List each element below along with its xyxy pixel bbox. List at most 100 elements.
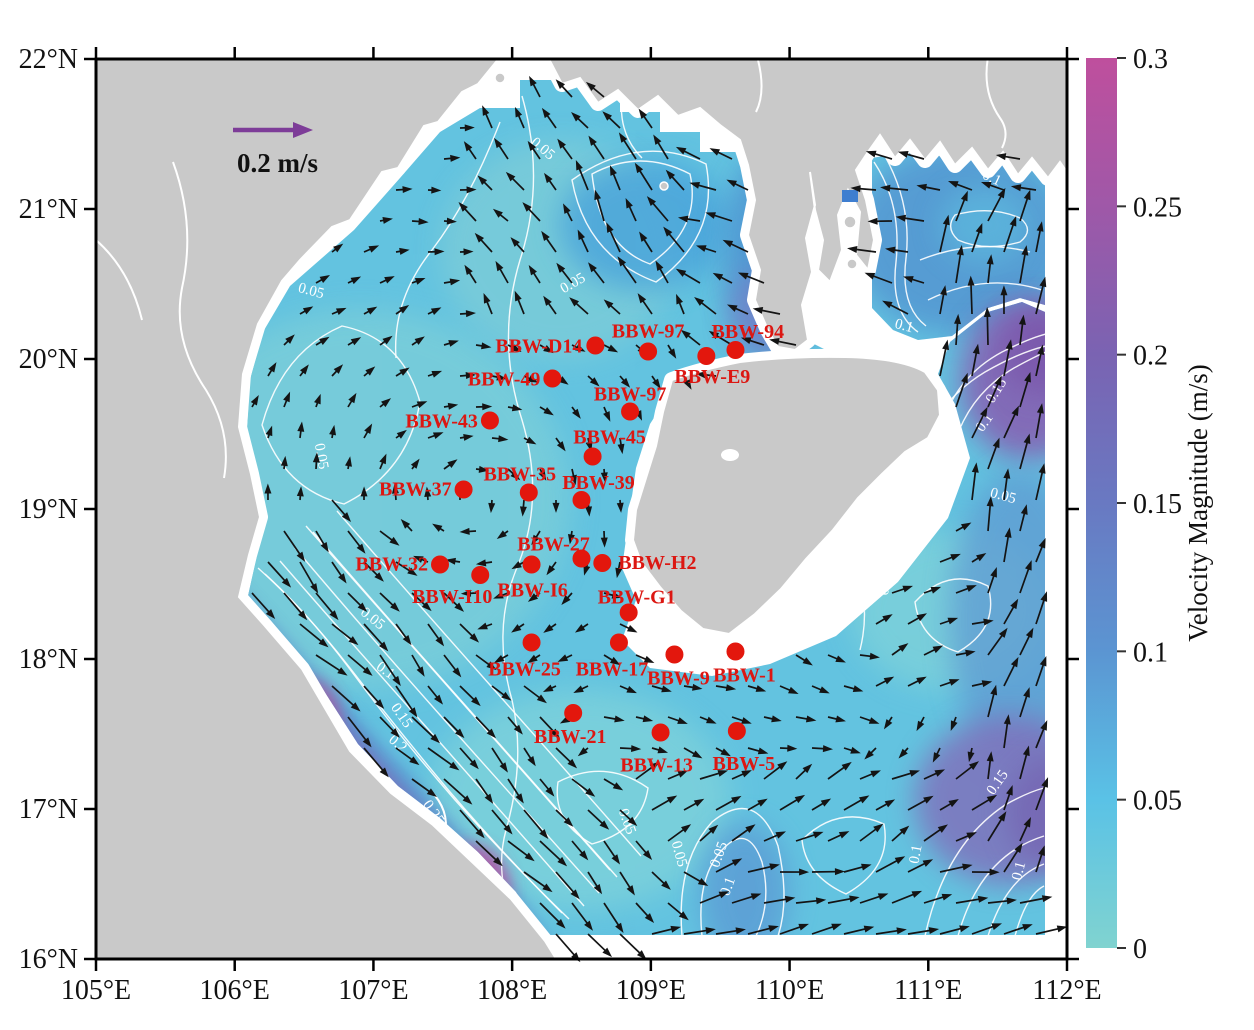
contour-line (294, 547, 600, 894)
velocity-arrow (331, 561, 347, 584)
velocity-arrow (411, 716, 441, 744)
velocity-arrow (400, 519, 413, 532)
velocity-arrow (329, 424, 337, 439)
velocity-arrow (606, 222, 621, 253)
velocity-arrow (411, 654, 425, 677)
reference-arrow-label: 0.2 m/s (237, 148, 318, 178)
velocity-arrow (695, 245, 717, 253)
station-marker (431, 555, 450, 574)
velocity-arrow (603, 406, 611, 422)
station-label: BBW-43 (405, 411, 478, 433)
velocity-arrow (527, 140, 541, 160)
velocity-arrow (955, 761, 979, 780)
station-label: BBW-1 (713, 665, 776, 687)
velocity-arrow (875, 614, 893, 625)
velocity-arrow (635, 715, 654, 723)
velocity-arrow (507, 344, 522, 352)
velocity-arrow (1010, 184, 1037, 192)
velocity-arrow (891, 825, 910, 842)
station-marker (639, 342, 658, 361)
velocity-arrow (283, 391, 291, 408)
velocity-arrow (986, 254, 994, 284)
velocity-arrow (495, 260, 509, 284)
velocity-arrow (923, 645, 944, 656)
velocity-arrow (880, 184, 909, 192)
velocity-arrow (331, 243, 344, 253)
station-marker (522, 555, 541, 574)
velocity-arrow (395, 747, 420, 766)
velocity-arrow (395, 247, 410, 255)
velocity-arrow (265, 425, 273, 439)
velocity-arrow (491, 747, 508, 773)
station-label: BBW-49 (468, 369, 541, 391)
velocity-arrow (971, 223, 983, 253)
velocity-arrow (539, 840, 568, 867)
contour-line (394, 121, 501, 359)
velocity-arrow (923, 824, 948, 842)
velocity-arrow (987, 897, 1017, 905)
velocity-arrow (539, 716, 560, 739)
station-markers: BBW-D14 BBW-97 BBW-94 BBW-E9 BBW-49 BBW-97 BBW… (355, 321, 784, 777)
colorbar-tick-label: 0.05 (1133, 786, 1182, 817)
velocity-arrow (491, 373, 507, 381)
velocity-arrow (683, 683, 703, 691)
velocity-arrow (443, 716, 465, 739)
velocity-arrow (507, 778, 524, 804)
velocity-arrow (779, 744, 798, 752)
velocity-arrow (577, 229, 589, 253)
river (172, 161, 227, 479)
velocity-arrow (588, 135, 605, 160)
contour-line (257, 567, 563, 914)
velocity-arrow (527, 592, 541, 602)
velocity-arrow (528, 265, 541, 284)
velocity-arrow (445, 557, 461, 565)
velocity-arrow (411, 778, 437, 798)
velocity-arrow (827, 895, 860, 904)
velocity-arrow (795, 763, 813, 780)
station-label: BBW-5 (713, 753, 776, 775)
field-patch (560, 160, 730, 290)
station-marker (572, 491, 591, 509)
velocity-arrow (939, 925, 970, 935)
y-axis-tick-label: 18°N (19, 644, 78, 675)
velocity-arrow (651, 795, 678, 811)
velocity-arrow (488, 499, 496, 514)
velocity-arrow (505, 171, 525, 191)
velocity-arrow (283, 592, 308, 621)
axes: 105°E 106°E 107°E 108°E 109°E 110°E 111°E 112°E… (19, 44, 1102, 1006)
velocity-arrow (443, 592, 465, 612)
velocity-arrow (347, 654, 373, 676)
velocity-arrow (763, 761, 788, 780)
station-marker (583, 447, 602, 466)
velocity-arrow (950, 716, 958, 732)
velocity-arrow (981, 181, 1005, 191)
velocity-arrow (843, 685, 864, 693)
velocity-arrow (507, 716, 523, 735)
velocity-arrow (655, 260, 669, 284)
velocity-arrow (410, 458, 420, 470)
velocity-arrow (523, 809, 549, 839)
velocity-arrow (475, 654, 497, 671)
velocity-arrow (699, 716, 717, 724)
contour-label: 0.1 (834, 567, 855, 590)
velocity-arrow (651, 925, 681, 935)
velocity-arrow (907, 859, 934, 873)
velocity-arrow (875, 856, 906, 873)
velocity-arrow (379, 216, 393, 224)
velocity-arrow (511, 561, 525, 570)
velocity-arrow (475, 559, 493, 567)
velocity-arrow (552, 499, 560, 513)
x-axis-tick-label: 106°E (200, 975, 270, 1006)
velocity-arrow (827, 715, 846, 723)
velocity-arrow (459, 809, 485, 839)
velocity-arrow (603, 715, 625, 723)
station-marker (564, 704, 583, 722)
field-fragment (842, 190, 858, 202)
velocity-arrow (635, 761, 660, 780)
velocity-arrow (1019, 687, 1030, 718)
velocity-arrow (443, 402, 459, 410)
velocity-arrow (603, 902, 624, 933)
colorbar-tick-label: 0.1 (1133, 637, 1168, 668)
velocity-arrow (827, 831, 850, 842)
velocity-arrow (675, 146, 701, 160)
